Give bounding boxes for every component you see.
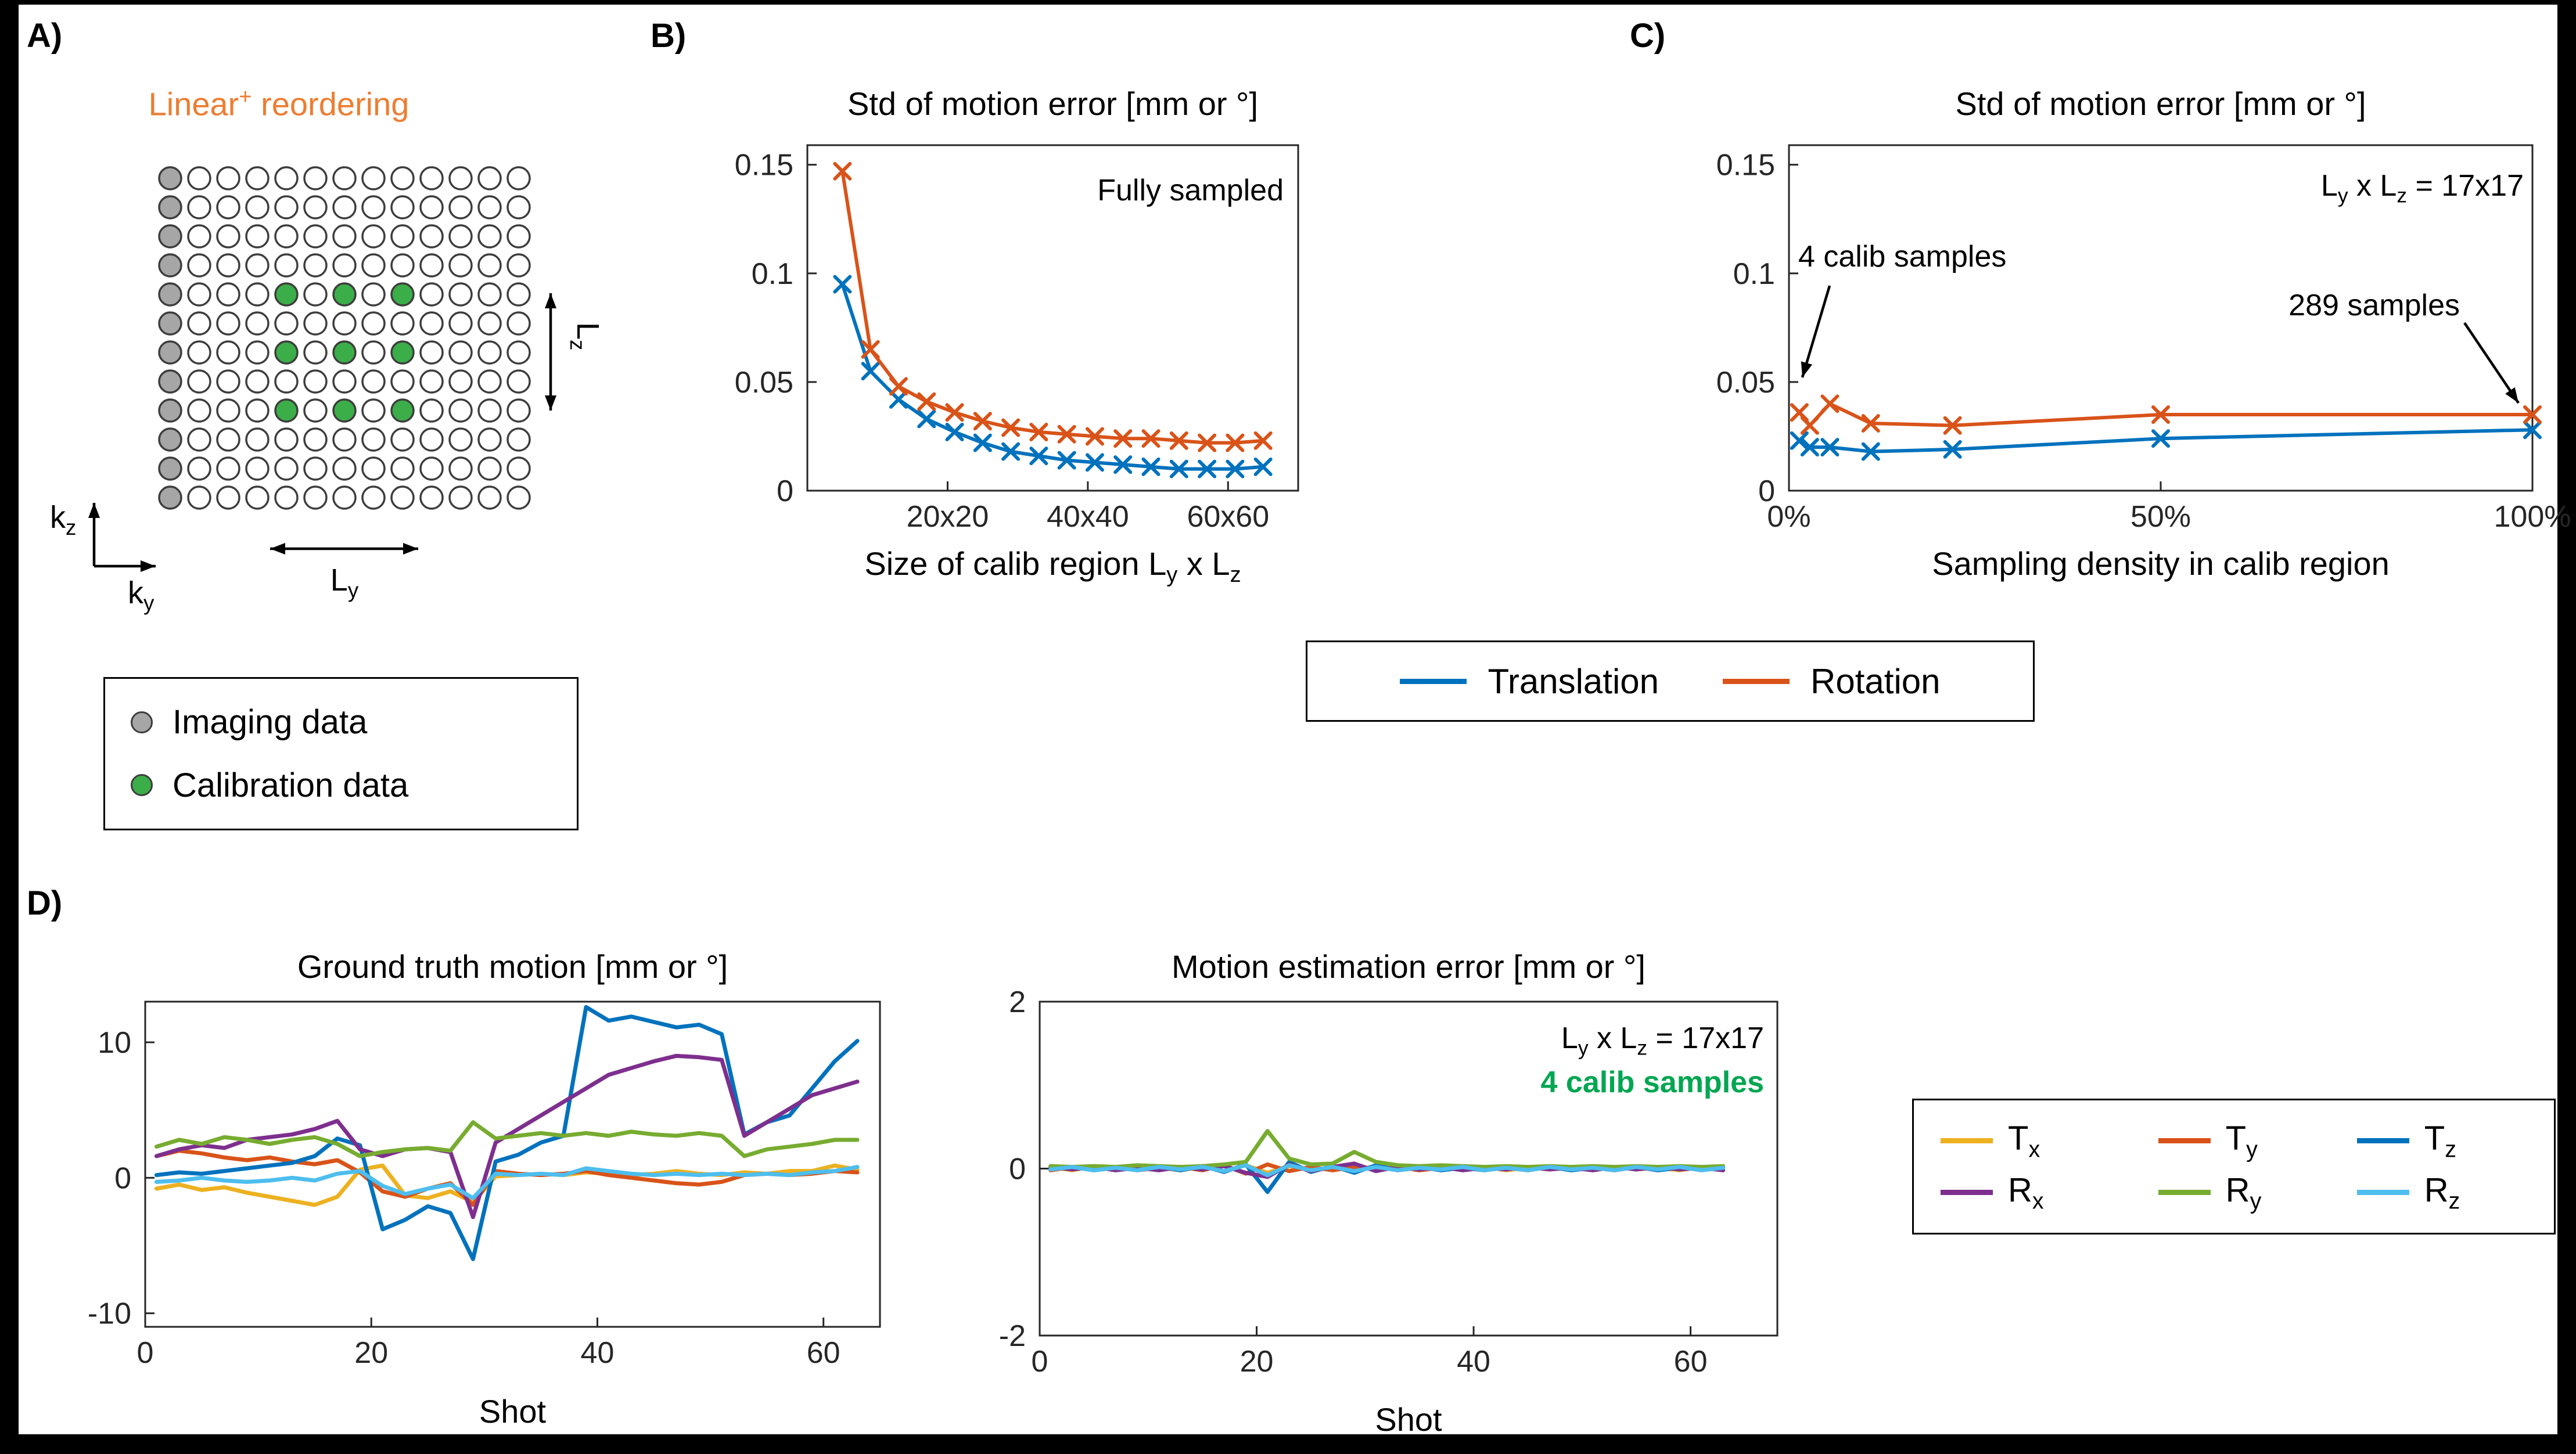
chart-b-title: Std of motion error [mm or °] xyxy=(847,85,1259,122)
translation-rotation-legend: Translation Rotation xyxy=(1306,640,2035,722)
chart-d2-annotation-4-calib-samples: 4 calib samples xyxy=(1540,1066,1764,1099)
kz-label: kz xyxy=(50,500,77,539)
panel-label-b: B) xyxy=(651,17,687,55)
svg-text:0: 0 xyxy=(1032,1345,1048,1379)
svg-text:0: 0 xyxy=(1758,474,1775,508)
svg-text:0: 0 xyxy=(1009,1153,1026,1186)
chart-d1-title: Ground truth motion [mm or °] xyxy=(297,948,728,985)
svg-text:0.05: 0.05 xyxy=(735,366,793,400)
svg-text:50%: 50% xyxy=(2131,500,2191,534)
svg-text:-10: -10 xyxy=(88,1297,131,1331)
series-legend: Tx Ty Tz Rx Ry Rz xyxy=(1912,1099,2556,1235)
chart-c-xlabel: Sampling density in calib region xyxy=(1932,545,2390,582)
legend-label-rx: Rx xyxy=(2008,1171,2044,1214)
legend-item-translation: Translation xyxy=(1400,661,1659,701)
svg-text:0.15: 0.15 xyxy=(1716,149,1775,182)
reordering-title: Linear+ reordering xyxy=(148,85,409,123)
svg-text:0.05: 0.05 xyxy=(1716,366,1775,400)
svg-text:60x60: 60x60 xyxy=(1187,500,1269,534)
calibration-data-dot xyxy=(131,774,153,797)
legend-item-ry: Ry xyxy=(2158,1171,2357,1215)
svg-text:0: 0 xyxy=(137,1336,154,1370)
ty-line-swatch xyxy=(2158,1138,2211,1143)
series-Rotation xyxy=(840,169,1265,445)
imaging-data-dot xyxy=(131,711,153,733)
chart-d2-xlabel: Shot xyxy=(1375,1401,1442,1438)
chart-d2: 0 20 40 60-202 xyxy=(999,985,1779,1379)
svg-text:20: 20 xyxy=(354,1336,388,1370)
rotation-line-swatch xyxy=(1723,678,1790,684)
chart-c-annotation-4-calib-samples: 4 calib samples xyxy=(1798,240,2007,273)
tz-line-swatch xyxy=(2356,1138,2409,1143)
svg-text:0: 0 xyxy=(114,1161,131,1195)
chart-c-annotation-289-samples: 289 samples xyxy=(2288,289,2460,322)
svg-text:60: 60 xyxy=(1674,1345,1708,1379)
svg-text:0.15: 0.15 xyxy=(735,149,793,182)
legend-item-tx: Tx xyxy=(1941,1119,2158,1163)
panel-a-legend: Imaging data Calibration data xyxy=(103,677,579,830)
ly-label: Ly xyxy=(330,563,359,602)
chart-c-annotation-region-size: Ly x Lz = 17x17 xyxy=(2320,169,2524,207)
legend-item-rz: Rz xyxy=(2356,1171,2527,1215)
svg-text:0: 0 xyxy=(777,474,793,508)
chart-b: 20x20 40x40 60x60 0 0.05 0.1 0.15 xyxy=(735,144,1299,534)
legend-label-ry: Ry xyxy=(2225,1171,2262,1214)
legend-item-rotation: Rotation xyxy=(1723,661,1941,701)
ry-line-swatch xyxy=(2158,1190,2211,1196)
legend-item-calibration-data: Calibration data xyxy=(131,766,577,805)
legend-item-tz: Tz xyxy=(2356,1119,2527,1163)
svg-text:10: 10 xyxy=(98,1026,131,1060)
translation-line-swatch xyxy=(1400,678,1467,684)
tx-line-swatch xyxy=(1941,1138,1993,1143)
svg-text:0.1: 0.1 xyxy=(1733,257,1775,291)
chart-d1-xlabel: Shot xyxy=(479,1393,547,1430)
svg-text:0%: 0% xyxy=(1767,500,1810,534)
panel-label-d: D) xyxy=(27,884,63,922)
legend-label-calibration: Calibration data xyxy=(173,766,409,804)
rx-line-swatch xyxy=(1941,1190,1993,1196)
legend-label-ty: Ty xyxy=(2225,1119,2258,1163)
legend-item-ty: Ty xyxy=(2158,1119,2357,1163)
legend-label-imaging: Imaging data xyxy=(173,703,368,742)
svg-text:100%: 100% xyxy=(2494,500,2571,534)
legend-label-tx: Tx xyxy=(2008,1119,2040,1163)
lz-label: Lz xyxy=(566,322,605,351)
panel-label-c: C) xyxy=(1630,17,1666,55)
svg-text:2: 2 xyxy=(1009,985,1026,1019)
rz-line-swatch xyxy=(2356,1190,2409,1196)
legend-item-imaging-data: Imaging data xyxy=(131,703,577,742)
svg-text:20x20: 20x20 xyxy=(907,500,989,534)
svg-text:0.1: 0.1 xyxy=(752,257,793,291)
series-Rz xyxy=(154,1165,860,1200)
chart-b-annotation-fully-sampled: Fully sampled xyxy=(1097,174,1284,207)
svg-text:40x40: 40x40 xyxy=(1047,500,1129,534)
svg-text:-2: -2 xyxy=(999,1319,1026,1353)
svg-text:40: 40 xyxy=(581,1336,615,1370)
svg-text:20: 20 xyxy=(1240,1345,1274,1379)
svg-text:40: 40 xyxy=(1457,1345,1490,1379)
panel-a-diagram xyxy=(88,166,556,572)
series-Translation xyxy=(840,282,1265,471)
legend-label-tz: Tz xyxy=(2424,1119,2456,1163)
series-Rz xyxy=(1048,1163,1726,1178)
legend-label-rotation: Rotation xyxy=(1810,661,1941,701)
chart-c-title: Std of motion error [mm or °] xyxy=(1955,85,2366,122)
legend-label-rz: Rz xyxy=(2424,1171,2460,1214)
legend-label-translation: Translation xyxy=(1488,661,1659,701)
series-Ry xyxy=(1048,1129,1726,1169)
panel-label-a: A) xyxy=(27,17,63,55)
svg-text:60: 60 xyxy=(807,1336,840,1370)
series-Ry xyxy=(154,1120,860,1158)
chart-b-xlabel: Size of calib region Ly x Lz xyxy=(864,545,1241,588)
chart-d2-annotation-region-size: Ly x Lz = 17x17 xyxy=(1561,1021,1764,1060)
chart-d2-title: Motion estimation error [mm or °] xyxy=(1172,948,1646,985)
legend-item-rx: Rx xyxy=(1941,1171,2158,1215)
ky-label: ky xyxy=(128,575,155,615)
chart-c: 0% 50% 100% 0 0.05 0.1 0.15 xyxy=(1716,144,2571,534)
